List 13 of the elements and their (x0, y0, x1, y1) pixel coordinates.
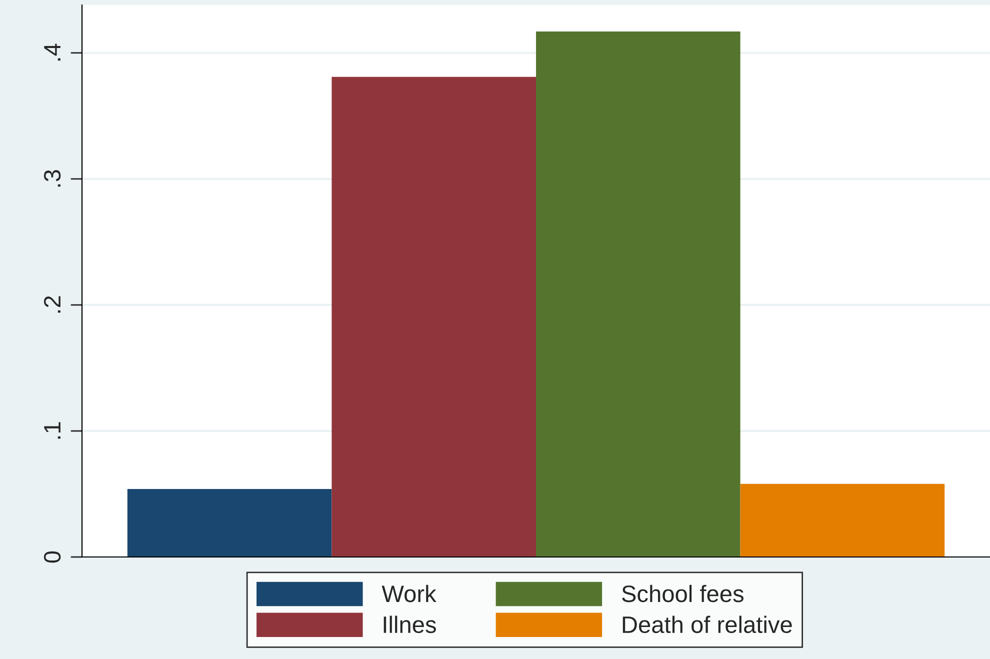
y-tick-label: 0 (44, 551, 61, 563)
legend-label: School fees (622, 584, 744, 602)
y-tick-label: .3 (44, 170, 61, 187)
legend-label: Death of relative (622, 616, 792, 634)
y-tick-label: .2 (44, 296, 60, 313)
legend-label: Work (382, 584, 436, 602)
bar (332, 76, 536, 557)
y-tick-label: .4 (44, 44, 60, 61)
bar (127, 488, 332, 557)
y-tick-label: .1 (44, 422, 60, 439)
legend-label: Illnes (384, 616, 436, 634)
bar (536, 31, 740, 557)
bar (740, 484, 945, 557)
